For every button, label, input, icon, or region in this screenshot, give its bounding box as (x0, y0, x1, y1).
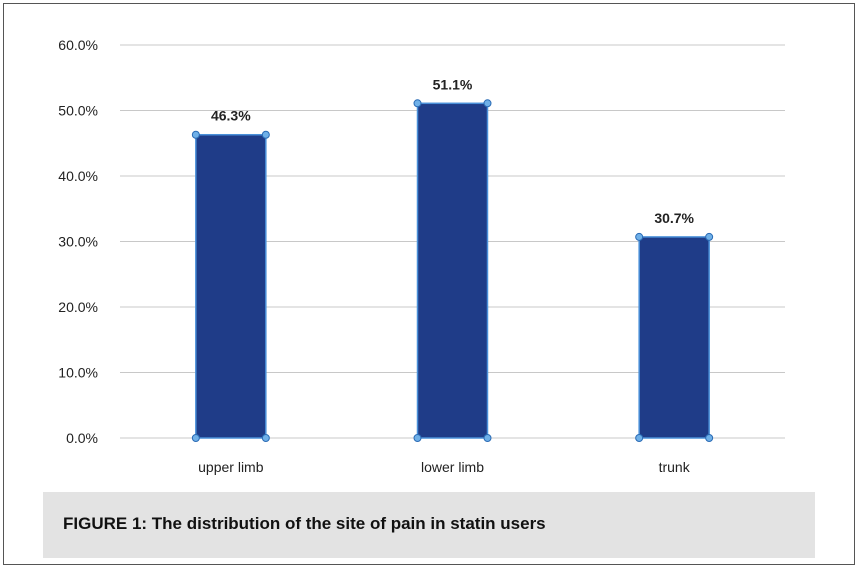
data-label: 30.7% (654, 210, 694, 226)
x-category-label: upper limb (198, 459, 264, 475)
x-category-label: trunk (659, 459, 691, 475)
bar-handle (413, 99, 422, 108)
bar-chart: 0.0% 10.0% 20.0% 30.0% 40.0% 50.0% 60.0% 46.3%… (58, 37, 785, 475)
y-tick-label: 60.0% (58, 37, 98, 53)
bar-handle (191, 130, 200, 139)
figure-caption-box: FIGURE 1: The distribution of the site o… (43, 492, 815, 558)
y-tick-label: 20.0% (58, 299, 98, 315)
bar-handle (705, 232, 714, 241)
bar-group (191, 130, 270, 442)
data-label: 46.3% (211, 108, 251, 124)
bar-handle (413, 434, 422, 442)
bar-handle (261, 130, 270, 139)
y-tick-label: 50.0% (58, 103, 98, 119)
figure-caption: FIGURE 1: The distribution of the site o… (63, 514, 546, 533)
bar-handle (261, 434, 270, 442)
bar-handle (483, 434, 492, 442)
bars (191, 99, 714, 442)
bar (638, 236, 710, 439)
data-labels: 46.3% 51.1% 30.7% (211, 76, 695, 226)
x-axis-category-labels: upper limb lower limb trunk (198, 459, 691, 475)
y-tick-label: 10.0% (58, 365, 98, 381)
bar-handle (191, 434, 200, 442)
y-tick-label: 30.0% (58, 234, 98, 250)
bar-handle (635, 232, 644, 241)
y-tick-label: 0.0% (66, 430, 98, 446)
y-axis-tick-labels: 0.0% 10.0% 20.0% 30.0% 40.0% 50.0% 60.0% (58, 37, 98, 446)
bar-handle (635, 434, 644, 442)
bar-handle (483, 99, 492, 108)
bar (416, 102, 489, 439)
y-tick-label: 40.0% (58, 168, 98, 184)
bar-group (635, 232, 714, 442)
bar-group (413, 99, 492, 442)
bar-handle (705, 434, 714, 442)
bar (195, 133, 267, 439)
x-category-label: lower limb (421, 459, 484, 475)
data-label: 51.1% (433, 76, 473, 92)
